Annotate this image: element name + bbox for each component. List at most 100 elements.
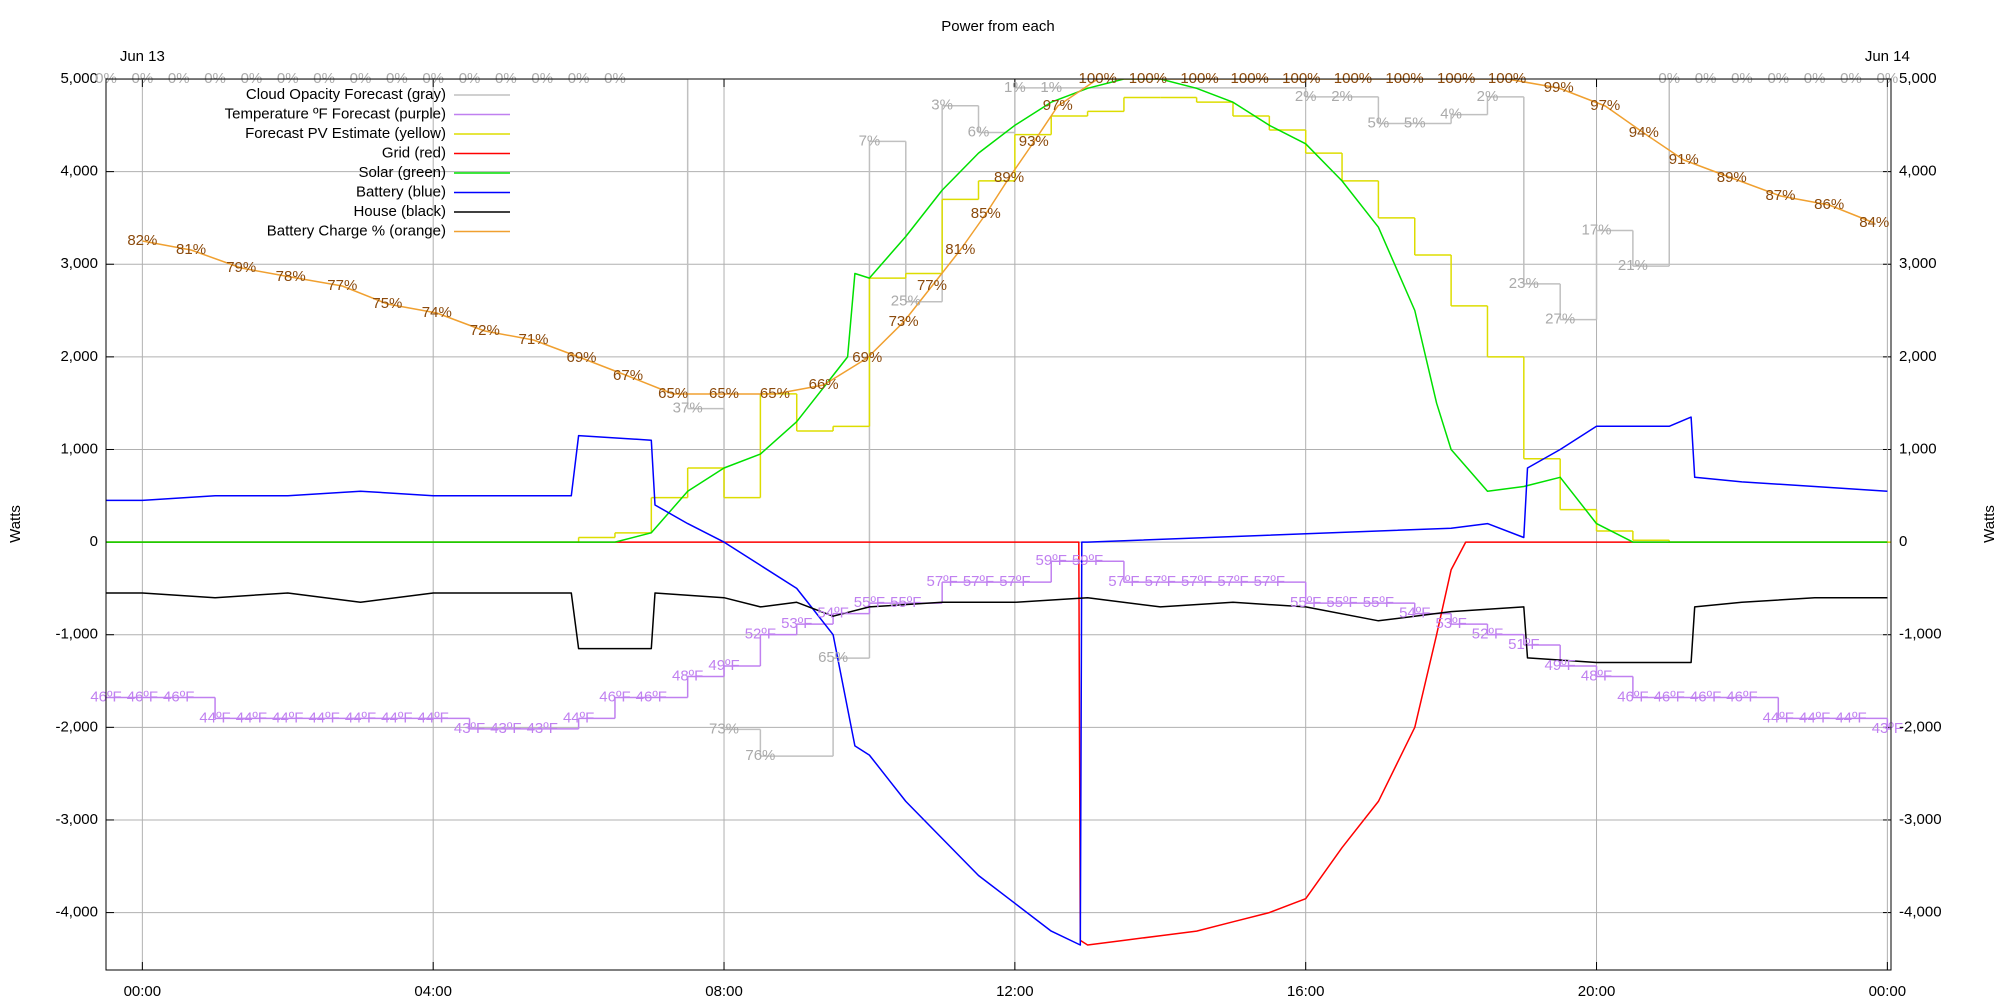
data-label: 27% [1545, 311, 1575, 328]
y-tick-label: -3,000 [55, 811, 98, 828]
data-label: 55ºF [890, 594, 921, 611]
data-label: 21% [1618, 257, 1648, 274]
y-tick-label: 3,000 [60, 255, 98, 272]
data-label: 54ºF [1399, 605, 1430, 622]
data-label: 46ºF [1726, 688, 1757, 705]
data-label: 52ºF [745, 626, 776, 643]
data-label: 0% [495, 70, 517, 87]
grid: -4,000 -4,000 -3,000 -3,000 -2,000 -2,000 -1,0… [55, 48, 1941, 1000]
data-label: 51ºF [1508, 636, 1539, 653]
data-label: 43ºF [490, 720, 521, 737]
data-label: 72% [470, 322, 500, 339]
legend-label: Cloud Opacity Forecast (gray) [246, 86, 446, 103]
data-label: 55ºF [854, 594, 885, 611]
data-label: 100% [1334, 70, 1372, 87]
x-tick-label: 00:00 [1869, 983, 1907, 1000]
plot-area [106, 79, 1891, 946]
y-tick-label: 1,000 [60, 440, 98, 457]
data-label: 86% [1814, 196, 1844, 213]
data-label: 65% [709, 385, 739, 402]
y2-tick-label: 1,000 [1899, 440, 1937, 457]
data-label: 0% [350, 70, 372, 87]
data-label: 0% [531, 70, 553, 87]
y2-tick-label: 5,000 [1899, 70, 1937, 87]
data-label: 44ºF [1799, 709, 1830, 726]
x-tick-label: 08:00 [705, 983, 743, 1000]
series-line [106, 416, 1888, 946]
y-tick-label: -4,000 [55, 904, 98, 921]
data-label: 100% [1385, 70, 1423, 87]
data-label: 66% [809, 376, 839, 393]
data-label: 0% [1877, 70, 1899, 87]
y2-tick-label: -1,000 [1899, 626, 1942, 643]
data-label: 1% [1040, 79, 1062, 96]
data-label: 17% [1582, 221, 1612, 238]
data-label: 59ºF [1072, 552, 1103, 569]
data-label: 89% [994, 169, 1024, 186]
data-label: 0% [459, 70, 481, 87]
y-tick-label: -1,000 [55, 626, 98, 643]
data-label: 5% [1368, 115, 1390, 132]
y2-tick-label: 2,000 [1899, 348, 1937, 365]
data-label: 54ºF [817, 605, 848, 622]
data-label: 44ºF [308, 709, 339, 726]
data-label: 49ºF [708, 657, 739, 674]
legend-label: Solar (green) [358, 164, 446, 181]
data-label: 46ºF [1654, 688, 1685, 705]
data-label: 4% [1440, 106, 1462, 123]
data-label: 44ºF [345, 709, 376, 726]
data-label: 67% [613, 367, 643, 384]
data-label: 0% [422, 70, 444, 87]
data-label: 59ºF [1036, 552, 1067, 569]
data-label: 74% [422, 304, 452, 321]
data-label: 100% [1129, 70, 1167, 87]
data-label: 73% [889, 313, 919, 330]
data-label: 71% [519, 331, 549, 348]
series-line [106, 79, 1888, 543]
data-label: 46ºF [599, 688, 630, 705]
data-label: 44ºF [381, 709, 412, 726]
data-label: 46ºF [1690, 688, 1721, 705]
data-label: 0% [1804, 70, 1826, 87]
data-label: 76% [745, 747, 775, 764]
data-label: 49ºF [1545, 657, 1576, 674]
data-label: 7% [859, 132, 881, 149]
y-axis-label: Watts [7, 505, 24, 543]
data-label: 73% [709, 720, 739, 737]
data-label: 3% [931, 97, 953, 114]
data-label: 44ºF [563, 709, 594, 726]
data-label: 100% [1231, 70, 1269, 87]
data-label: 100% [1079, 70, 1117, 87]
x-tick-label: 00:00 [124, 983, 162, 1000]
data-label: 44ºF [1763, 709, 1794, 726]
data-label: 0% [1767, 70, 1789, 87]
data-label: 53ºF [781, 615, 812, 632]
data-label: 0% [204, 70, 226, 87]
data-label: 0% [1658, 70, 1680, 87]
plot-frame [105, 78, 1892, 971]
y2-axis-label: Watts [1981, 505, 1998, 543]
data-label: 75% [372, 295, 402, 312]
data-label: 0% [568, 70, 590, 87]
data-label: 100% [1488, 70, 1526, 87]
data-label: 65% [818, 649, 848, 666]
data-label: 78% [276, 268, 306, 285]
data-label: 57ºF [1181, 573, 1212, 590]
data-label: 53ºF [1435, 615, 1466, 632]
data-label: 0% [132, 70, 154, 87]
data-label: 65% [760, 385, 790, 402]
y2-tick-label: -2,000 [1899, 718, 1942, 735]
legend-label: House (black) [353, 203, 446, 220]
data-label: 0% [1695, 70, 1717, 87]
data-label: 87% [1765, 187, 1795, 204]
data-label: 93% [1019, 133, 1049, 150]
chart-title: Power from each [941, 18, 1054, 35]
y2-tick-label: -3,000 [1899, 811, 1942, 828]
x-tick-label: 12:00 [996, 983, 1034, 1000]
y2-tick-label: 0 [1899, 533, 1907, 550]
legend: Cloud Opacity Forecast (gray) Temperature… [225, 86, 510, 239]
data-label: 55ºF [1363, 594, 1394, 611]
x-tick-label: 16:00 [1287, 983, 1325, 1000]
y-tick-label: 5,000 [60, 70, 98, 87]
